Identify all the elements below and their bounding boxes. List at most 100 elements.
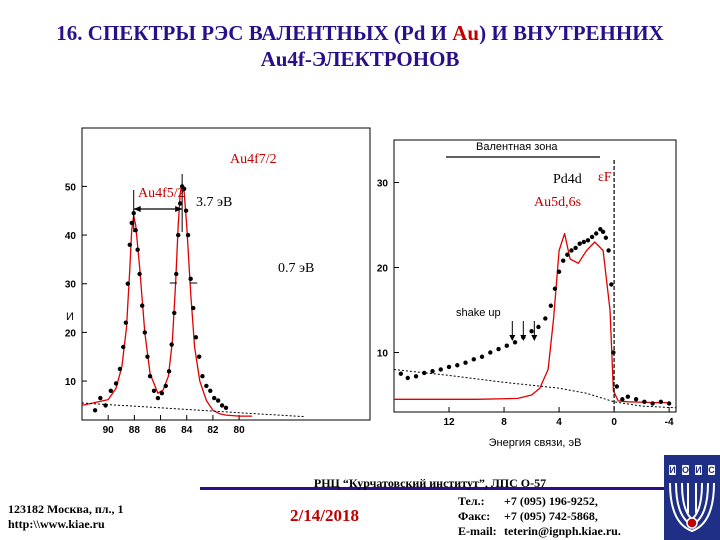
data-point: [620, 397, 625, 402]
data-point: [177, 201, 183, 206]
logo-emblem-icon: [669, 482, 715, 533]
footer-divider: [200, 487, 690, 490]
data-point: [512, 340, 518, 345]
phone-line: Тел.: +7 (095) 196-9252,: [458, 494, 668, 509]
data-point: [223, 405, 229, 411]
data-point: [589, 234, 595, 240]
splitting-arrowhead-left: [133, 206, 141, 212]
label-splitting: 3.7 эВ: [196, 195, 232, 210]
data-point: [463, 360, 468, 365]
phone-label: Тел.:: [458, 494, 485, 508]
data-point: [174, 271, 179, 277]
data-point: [666, 401, 672, 406]
logo-letter: И: [667, 463, 678, 477]
data-point: [117, 366, 123, 372]
data-point: [219, 403, 225, 408]
data-point: [543, 316, 548, 321]
data-point: [471, 357, 476, 362]
logo-letter: С: [706, 463, 717, 477]
x-axis-label: Энергия связи, эВ: [489, 437, 582, 449]
title-prefix: 16. СПЕКТРЫ РЭС ВАЛЕНТНЫХ (Pd И: [56, 21, 453, 45]
data-point: [121, 344, 126, 350]
y-axis-label: И: [66, 311, 74, 323]
data-point: [215, 398, 221, 403]
data-point: [159, 391, 165, 396]
y-tick-label: 40: [65, 231, 77, 242]
data-point: [204, 383, 209, 389]
title-suffix: ) И ВНУТРЕННИХ: [479, 21, 664, 45]
data-point: [556, 269, 562, 274]
data-point: [552, 286, 558, 291]
data-point: [496, 346, 501, 352]
data-point: [650, 401, 655, 406]
shake-up-arrowhead: [509, 335, 516, 341]
data-point: [98, 395, 103, 401]
data-point: [569, 248, 574, 253]
data-point: [609, 282, 614, 287]
data-point: [212, 395, 217, 401]
data-point: [163, 383, 168, 389]
data-point: [455, 363, 460, 368]
data-point: [585, 238, 591, 243]
x-tick-label: 80: [234, 425, 246, 436]
data-point: [577, 241, 582, 246]
data-point: [92, 408, 98, 413]
fit-curve: [394, 232, 670, 404]
data-point: [581, 239, 587, 245]
data-point: [536, 324, 541, 330]
label-pd4d: Pd4d: [553, 172, 582, 187]
data-point: [103, 403, 108, 408]
data-point: [504, 343, 509, 348]
y-tick-label: 30: [65, 280, 77, 291]
data-point: [123, 320, 129, 325]
data-point: [155, 395, 161, 401]
splitting-arrowhead-right: [175, 206, 183, 212]
email-value[interactable]: teterin@ignph.kiae.ru.: [504, 524, 621, 538]
data-point: [438, 367, 443, 372]
data-point: [611, 350, 616, 355]
data-point: [135, 247, 140, 252]
x-tick-label: 4: [556, 417, 562, 428]
data-point: [405, 375, 410, 381]
data-point: [594, 231, 599, 236]
data-point: [140, 303, 145, 308]
x-tick-label: 88: [129, 425, 141, 436]
data-point: [603, 235, 609, 240]
valence-spectrum-panel: 12 8 4 0 -4 10 20 30 Энергия связи, эВ Валентная …: [377, 139, 677, 449]
data-point: [446, 364, 452, 370]
data-point: [642, 399, 647, 404]
logo-letters: И О И С: [667, 463, 717, 477]
x-tick-label: 8: [501, 417, 507, 428]
data-point: [529, 329, 534, 334]
label-au4f52: Au4f5/2: [138, 186, 185, 201]
data-point: [422, 370, 427, 376]
label-au5d6s: Au5d,6s: [534, 195, 581, 210]
data-point: [565, 252, 570, 257]
data-point: [633, 397, 639, 402]
label-width: 0.7 эВ: [278, 261, 314, 276]
plot-frame: [81, 127, 371, 421]
data-point: [413, 374, 419, 379]
data-point: [658, 399, 664, 404]
data-point: [172, 310, 177, 316]
data-point: [606, 248, 611, 253]
data-point: [166, 369, 172, 374]
y-tick-label: 20: [377, 264, 389, 275]
x-tick-label: 90: [103, 425, 115, 436]
data-point: [108, 388, 114, 393]
label-valence-band: Валентная зона: [476, 141, 558, 153]
data-point: [600, 229, 606, 234]
phone-value: +7 (095) 196-9252,: [504, 494, 598, 508]
email-label: E-mail:: [458, 524, 497, 538]
data-point: [479, 354, 485, 359]
data-point: [176, 232, 181, 238]
background-line: [81, 402, 305, 418]
fit-curve: [81, 183, 253, 417]
data-point: [127, 242, 132, 247]
address-website[interactable]: http:\\www.kiae.ru: [8, 517, 105, 531]
y-tick-label: 20: [65, 328, 77, 339]
data-point: [196, 354, 202, 359]
x-tick-label: -4: [665, 417, 674, 428]
plot-frame: [393, 139, 677, 413]
logo-letter: О: [680, 463, 691, 477]
